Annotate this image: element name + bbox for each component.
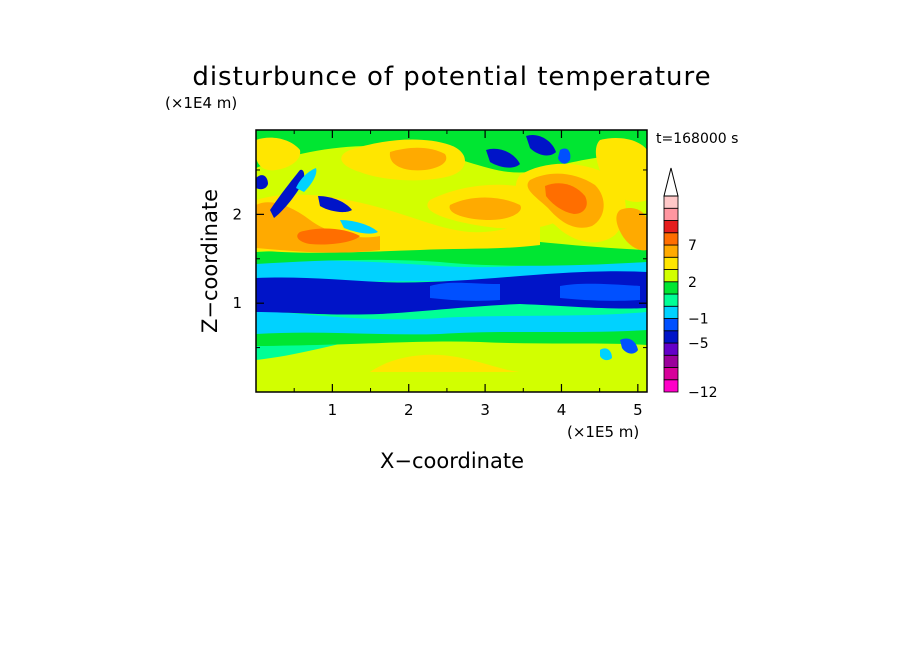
contour-region <box>526 134 556 156</box>
colorbar-swatch <box>663 269 679 283</box>
colorbar-swatch <box>663 367 679 381</box>
contour-region <box>486 148 520 168</box>
colorbar-swatch <box>663 293 679 307</box>
colorbar-extend-arrow <box>663 167 679 197</box>
contour-region <box>296 168 317 192</box>
chart-title: disturbunce of potential temperature <box>192 62 711 92</box>
time-label: t=168000 s <box>656 131 738 147</box>
colorbar: −12−5−127 <box>663 167 718 401</box>
x-tick-label: 5 <box>633 401 643 419</box>
x-tick-label: 2 <box>404 401 414 419</box>
colorbar-swatch <box>663 220 679 234</box>
colorbar-swatch <box>663 379 679 393</box>
contour-region <box>297 228 360 245</box>
colorbar-swatch <box>663 330 679 344</box>
x-tick-label: 3 <box>480 401 490 419</box>
contour-region <box>256 175 268 190</box>
y-axis: 12 <box>232 169 647 349</box>
colorbar-label: −1 <box>688 312 709 328</box>
x-scale-note: (×1E5 m) <box>567 423 639 441</box>
contour-region <box>318 196 352 213</box>
plot-frame <box>255 129 648 393</box>
colorbar-label: −5 <box>688 336 709 352</box>
contour-region <box>370 354 520 372</box>
contour-region <box>560 283 640 301</box>
colorbar-swatch <box>663 232 679 246</box>
contour-region <box>545 183 587 214</box>
contour-region <box>595 138 647 202</box>
colorbar-swatch <box>663 354 679 368</box>
colorbar-label: −12 <box>688 385 718 401</box>
x-axis: 1 2 3 4 5 <box>293 130 643 419</box>
colorbar-swatch <box>663 318 679 332</box>
contour-region <box>616 208 647 251</box>
colorbar-label: 2 <box>688 275 697 291</box>
colorbar-swatch <box>663 342 679 356</box>
colorbar-label: 7 <box>688 238 697 254</box>
contour-region <box>256 310 647 335</box>
colorbar-swatch <box>663 244 679 258</box>
x-tick-label: 4 <box>557 401 567 419</box>
contour-region <box>430 282 500 301</box>
x-axis-label: X−coordinate <box>380 449 524 473</box>
contour-region <box>256 372 647 392</box>
y-axis-label: Z−coordinate <box>198 189 222 333</box>
contour-region <box>389 147 447 171</box>
colorbar-swatch <box>663 281 679 295</box>
contour-region <box>270 169 305 218</box>
colorbar-swatch <box>663 305 679 319</box>
contour-field <box>256 130 647 392</box>
contour-region <box>600 348 612 361</box>
colorbar-swatch <box>663 207 679 221</box>
y-tick-label: 2 <box>232 205 242 223</box>
contour-region <box>558 148 571 164</box>
colorbar-swatch <box>663 195 679 209</box>
contour-region <box>620 338 638 354</box>
x-tick-label: 1 <box>328 401 338 419</box>
colorbar-swatch <box>663 256 679 270</box>
y-tick-label: 1 <box>232 294 242 312</box>
contour-region <box>256 137 301 171</box>
contour-region <box>449 197 521 220</box>
y-scale-note: (×1E4 m) <box>165 94 237 112</box>
contour-region <box>340 220 378 234</box>
